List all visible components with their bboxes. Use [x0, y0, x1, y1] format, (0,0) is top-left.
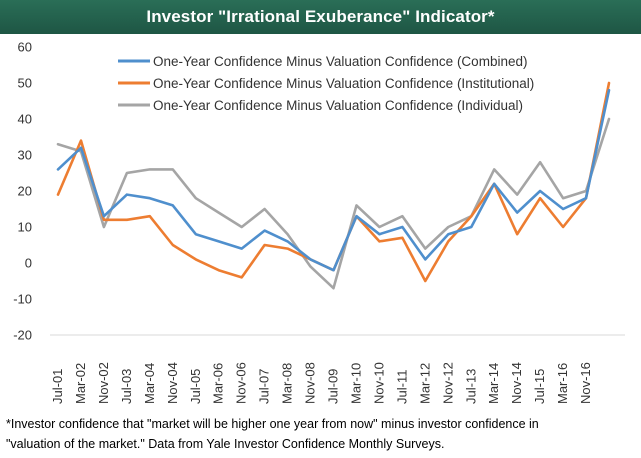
- x-tick-label: Mar-14: [486, 363, 501, 404]
- x-tick-label: Mar-16: [555, 363, 570, 404]
- x-tick-label: Jul-09: [326, 369, 341, 404]
- y-tick-label: 10: [18, 220, 32, 235]
- x-tick-label: Mar-02: [73, 363, 88, 404]
- x-tick-label: Jul-13: [463, 369, 478, 404]
- y-tick-label: -20: [13, 328, 32, 343]
- legend-label: One-Year Confidence Minus Valuation Conf…: [153, 98, 523, 113]
- footnote: *Investor confidence that "market will b…: [6, 414, 636, 454]
- footnote-line-1: *Investor confidence that "market will b…: [6, 417, 539, 431]
- x-tick-label: Mar-06: [211, 363, 226, 404]
- x-tick-label: Jul-01: [50, 369, 65, 404]
- x-tick-label: Mar-04: [142, 363, 157, 404]
- chart-title: Investor "Irrational Exuberance" Indicat…: [146, 7, 495, 26]
- x-tick-label: Mar-08: [280, 363, 295, 404]
- title-bar: Investor "Irrational Exuberance" Indicat…: [0, 0, 641, 34]
- y-tick-label: 50: [18, 76, 32, 91]
- x-tick-label: Nov-06: [234, 362, 249, 404]
- x-tick-label: Jul-07: [257, 369, 272, 404]
- x-tick-label: Nov-04: [165, 362, 180, 404]
- y-axis: 60 50 40 30 20 10 0 -10 -20: [13, 40, 32, 343]
- x-tick-label: Nov-14: [509, 362, 524, 404]
- legend: One-Year Confidence Minus Valuation Conf…: [118, 54, 534, 113]
- y-tick-label: 60: [18, 40, 32, 55]
- x-tick-label: Jul-05: [188, 369, 203, 404]
- series-layer: [56, 81, 611, 290]
- legend-label: One-Year Confidence Minus Valuation Conf…: [153, 54, 527, 69]
- x-tick-label: Mar-12: [417, 363, 432, 404]
- x-tick-label: Mar-10: [348, 363, 363, 404]
- y-tick-label: 40: [18, 112, 32, 127]
- series-line-2: [56, 117, 611, 290]
- x-tick-label: Nov-08: [303, 362, 318, 404]
- x-tick-label: Nov-16: [578, 362, 593, 404]
- x-tick-label: Jul-11: [394, 370, 409, 404]
- x-tick-label: Nov-02: [96, 362, 111, 404]
- y-tick-label: 0: [25, 256, 32, 271]
- x-tick-label: Jul-03: [119, 369, 134, 404]
- x-tick-label: Jul-15: [532, 369, 547, 404]
- series-line-0: [56, 88, 611, 272]
- y-tick-label: -10: [13, 292, 32, 307]
- x-tick-label: Nov-12: [440, 362, 455, 404]
- y-tick-label: 30: [18, 148, 32, 163]
- x-tick-label: Nov-10: [371, 362, 386, 404]
- x-axis: Jul-01 Mar-02 Nov-02 Jul-03 Mar-04 Nov-04 Jul-…: [50, 334, 625, 404]
- legend-label: One-Year Confidence Minus Valuation Conf…: [153, 76, 534, 91]
- footnote-line-2: "valuation of the market." Data from Yal…: [6, 437, 445, 451]
- y-tick-label: 20: [18, 184, 32, 199]
